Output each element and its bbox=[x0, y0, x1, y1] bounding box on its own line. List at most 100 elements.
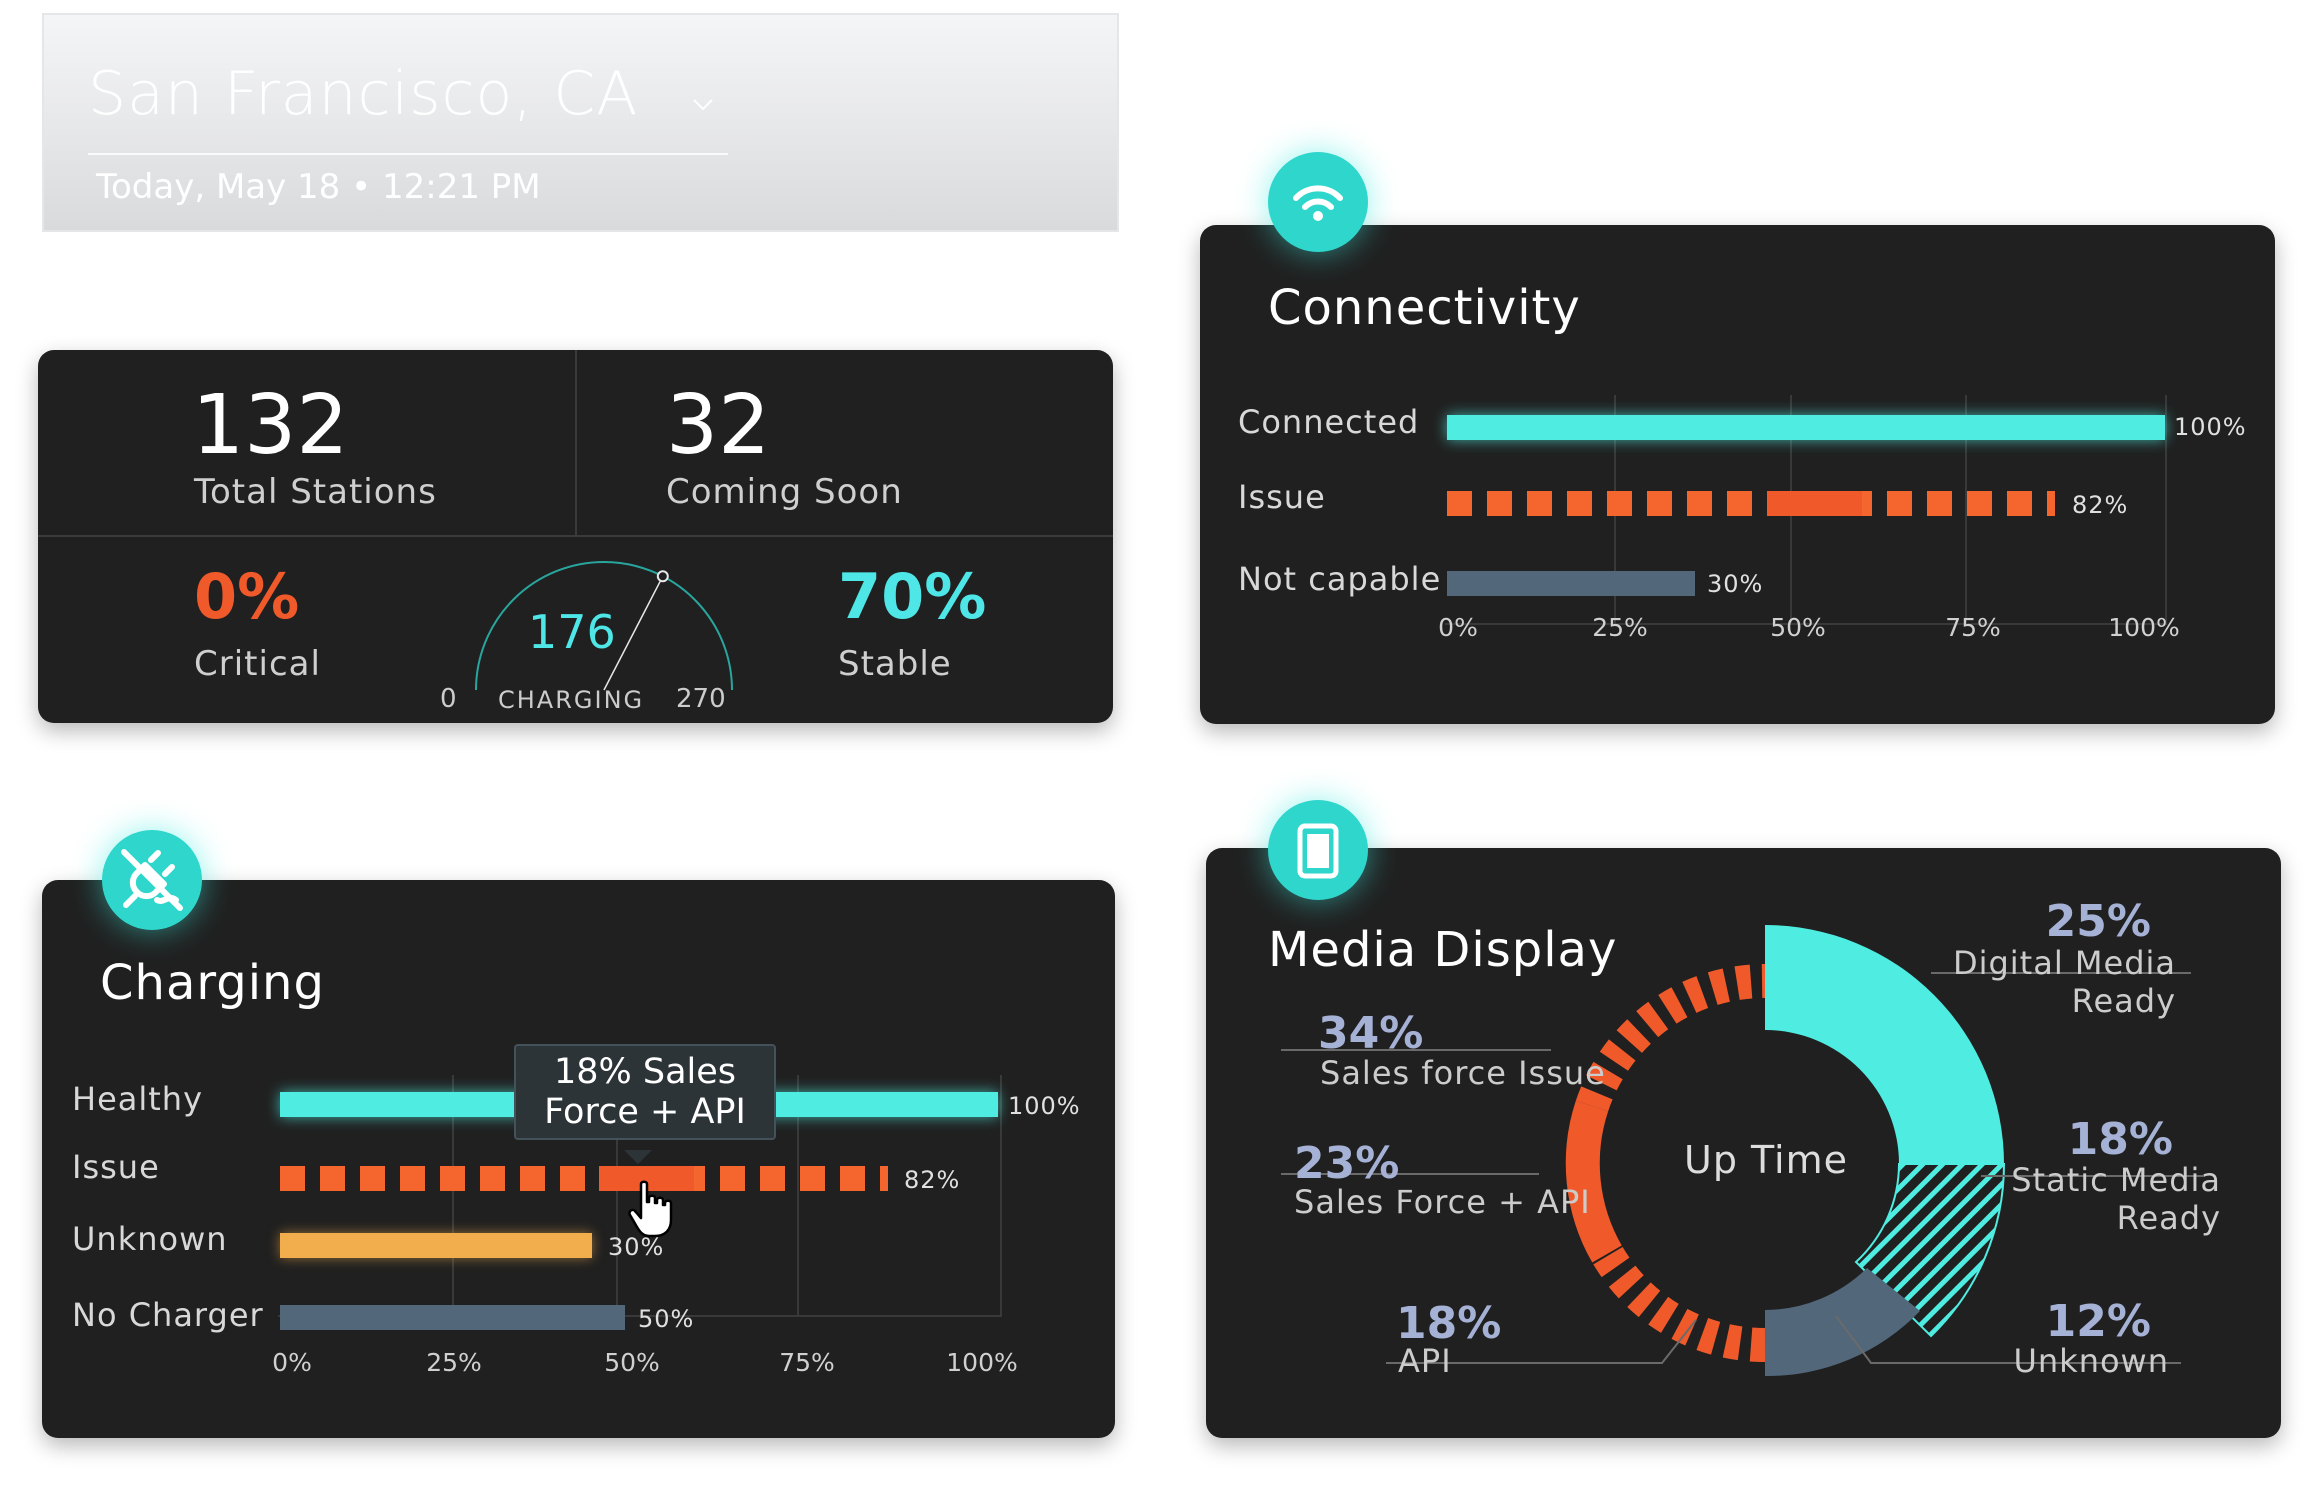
row-label: No Charger bbox=[72, 1296, 264, 1334]
gauge-needle-dot bbox=[656, 570, 669, 583]
critical-pct: 0% bbox=[194, 560, 300, 633]
axis-line bbox=[278, 1315, 1002, 1317]
gridline bbox=[797, 1075, 799, 1315]
charging-gauge bbox=[475, 561, 733, 691]
axis-tick: 100% bbox=[946, 1348, 1018, 1377]
summary-card: 132 Total Stations 32 Coming Soon 0% Cri… bbox=[38, 350, 1113, 723]
tooltip-line: Force + API bbox=[544, 1092, 746, 1132]
location-underline bbox=[88, 153, 728, 155]
critical-label: Critical bbox=[194, 644, 321, 684]
segment-pct: 18% bbox=[2067, 1114, 2173, 1165]
row-label: Connected bbox=[1238, 403, 1420, 441]
axis-tick: 0% bbox=[1438, 613, 1478, 642]
segment-label: API bbox=[1398, 1342, 1452, 1380]
segment-label: Unknown bbox=[2013, 1342, 2169, 1380]
row-label: Issue bbox=[1238, 478, 1326, 516]
bar-issue-highlight[interactable] bbox=[1767, 491, 1862, 516]
row-label: Unknown bbox=[72, 1220, 228, 1258]
segment-label-line: Static Media bbox=[2011, 1161, 2221, 1199]
total-stations-label: Total Stations bbox=[194, 472, 437, 512]
divider bbox=[38, 535, 1113, 537]
unplugged-icon bbox=[102, 830, 202, 930]
axis-tick: 0% bbox=[272, 1348, 312, 1377]
row-label: Not capable bbox=[1238, 560, 1442, 598]
row-label: Healthy bbox=[72, 1080, 204, 1118]
value-label: 82% bbox=[2072, 491, 2129, 519]
segment-label: Static Media Ready bbox=[2011, 1161, 2221, 1237]
segment-label-line: Digital Media bbox=[1952, 944, 2176, 982]
row-label: Issue bbox=[72, 1148, 160, 1186]
tooltip: 18% Sales Force + API bbox=[514, 1044, 776, 1140]
bar-issue[interactable] bbox=[280, 1166, 888, 1191]
axis-tick: 50% bbox=[1770, 613, 1826, 642]
leader-line bbox=[1386, 1319, 1697, 1364]
media-display-card: Media Display Up Time 25% Digital bbox=[1206, 848, 2281, 1438]
tooltip-line: 18% Sales bbox=[553, 1052, 737, 1092]
tablet-icon bbox=[1268, 800, 1368, 900]
bar-issue[interactable] bbox=[1447, 491, 2055, 516]
gauge-label: CHARGING bbox=[498, 686, 645, 714]
card-title: Media Display bbox=[1268, 922, 1618, 978]
location-datetime: Today, May 18 • 12:21 PM bbox=[96, 167, 541, 207]
gauge-max: 270 bbox=[676, 684, 726, 714]
leader-line bbox=[1835, 1315, 2181, 1364]
segment-label: Sales force Issue bbox=[1320, 1054, 1606, 1092]
charging-card: Charging Healthy 100% Issue 82% Unknown … bbox=[42, 880, 1115, 1438]
segment-label: Digital Media Ready bbox=[1953, 944, 2176, 1020]
wifi-icon bbox=[1268, 152, 1368, 252]
card-title: Charging bbox=[100, 955, 325, 1011]
value-label: 100% bbox=[1008, 1092, 1081, 1120]
value-label: 82% bbox=[904, 1166, 961, 1194]
axis-line bbox=[1445, 623, 2167, 625]
bar-not-capable[interactable] bbox=[1447, 571, 1695, 596]
location-city[interactable]: San Francisco, CA bbox=[88, 59, 639, 129]
axis-tick: 75% bbox=[779, 1348, 835, 1377]
media-donut-chart bbox=[1281, 925, 2203, 1377]
axis-tick: 100% bbox=[2108, 613, 2180, 642]
axis-tick: 25% bbox=[426, 1348, 482, 1377]
segment-pct: 12% bbox=[2045, 1296, 2151, 1347]
gauge-needle bbox=[603, 575, 664, 691]
value-label: 100% bbox=[2174, 413, 2247, 441]
segment-pct: 23% bbox=[1294, 1138, 1400, 1189]
bar-no-charger[interactable] bbox=[280, 1305, 625, 1330]
coming-soon-label: Coming Soon bbox=[666, 472, 903, 512]
tooltip-pointer bbox=[624, 1150, 652, 1164]
donut-center-label: Up Time bbox=[1684, 1138, 1849, 1182]
value-label: 50% bbox=[638, 1305, 695, 1333]
segment-sales-force-issue bbox=[1575, 963, 1766, 1112]
gridline bbox=[2165, 395, 2167, 623]
axis-tick: 25% bbox=[1592, 613, 1648, 642]
divider bbox=[575, 350, 577, 535]
card-title: Connectivity bbox=[1268, 280, 1581, 336]
gauge-arc bbox=[475, 561, 733, 691]
stable-pct: 70% bbox=[838, 560, 987, 633]
segment-digital-media-ready bbox=[1765, 925, 2004, 1164]
segment-label: Sales Force + API bbox=[1294, 1183, 1591, 1221]
gridline bbox=[616, 1075, 618, 1315]
value-label: 30% bbox=[608, 1233, 665, 1261]
segment-label-line: Ready bbox=[2071, 982, 2176, 1020]
stable-label: Stable bbox=[838, 644, 952, 684]
segment-pct: 25% bbox=[2045, 896, 2151, 947]
coming-soon-value: 32 bbox=[666, 378, 771, 473]
bar-unknown[interactable] bbox=[280, 1233, 592, 1258]
bar-connected[interactable] bbox=[1447, 415, 2165, 440]
segment-unknown bbox=[1765, 1268, 1920, 1377]
connectivity-card: Connectivity Connected 100% Issue 82% No… bbox=[1200, 225, 2275, 724]
gridline bbox=[1000, 1075, 1002, 1315]
gridline bbox=[452, 1075, 454, 1315]
axis-tick: 50% bbox=[604, 1348, 660, 1377]
gauge-min: 0 bbox=[440, 684, 457, 714]
location-header[interactable]: San Francisco, CA Today, May 18 • 12:21 … bbox=[42, 13, 1119, 232]
hand-pointer-icon bbox=[628, 1180, 673, 1238]
segment-pct: 34% bbox=[1318, 1008, 1424, 1059]
chevron-down-icon[interactable] bbox=[692, 93, 714, 115]
value-label: 30% bbox=[1707, 570, 1764, 598]
segment-pct: 18% bbox=[1396, 1298, 1502, 1349]
gauge-value: 176 bbox=[528, 605, 616, 659]
total-stations-value: 132 bbox=[192, 378, 349, 473]
segment-sales-force-api bbox=[1565, 1100, 1622, 1263]
axis-tick: 75% bbox=[1945, 613, 2001, 642]
segment-label-line: Ready bbox=[2116, 1199, 2221, 1237]
